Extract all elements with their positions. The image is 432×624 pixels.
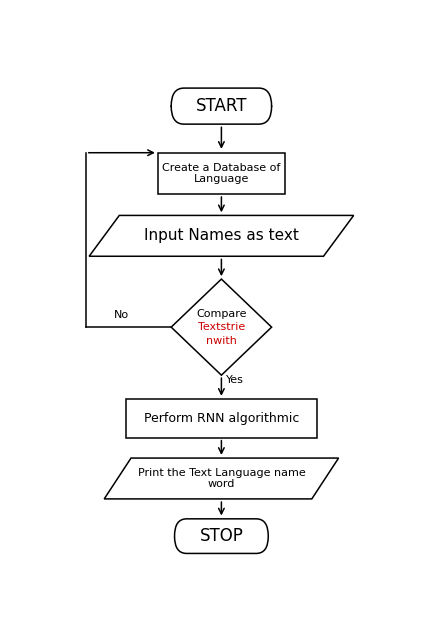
Polygon shape	[89, 215, 354, 256]
Polygon shape	[171, 279, 272, 375]
Bar	[158, 153, 285, 194]
Text: START: START	[196, 97, 247, 115]
Bar	[126, 399, 317, 437]
Text: Textstrie: Textstrie	[198, 322, 245, 332]
Text: STOP: STOP	[200, 527, 243, 545]
FancyBboxPatch shape	[175, 519, 268, 553]
Text: nwith: nwith	[206, 336, 237, 346]
FancyBboxPatch shape	[171, 88, 272, 124]
Text: Yes: Yes	[226, 375, 245, 385]
Text: Compare: Compare	[196, 309, 247, 319]
Text: Input Names as text: Input Names as text	[144, 228, 299, 243]
Text: Create a Database of
Language: Create a Database of Language	[162, 163, 281, 184]
Text: Print the Text Language name
word: Print the Text Language name word	[137, 467, 305, 489]
Text: Perform RNN algorithmic: Perform RNN algorithmic	[144, 412, 299, 425]
Text: No: No	[113, 310, 129, 320]
Polygon shape	[104, 458, 339, 499]
